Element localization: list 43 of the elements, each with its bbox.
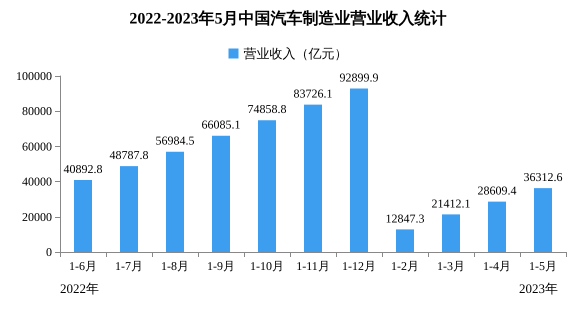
- data-label: 92899.9: [340, 70, 378, 84]
- data-label: 12847.3: [386, 211, 424, 226]
- bar: [74, 180, 92, 252]
- y-tick-label: 80000: [22, 104, 52, 118]
- x-tick-label: 1-10月: [250, 259, 284, 273]
- data-label: 74858.8: [248, 102, 286, 116]
- data-label: 21412.1: [432, 196, 470, 210]
- bar: [350, 88, 368, 252]
- chart-title: 2022-2023年5月中国汽车制造业营业收入统计: [129, 10, 447, 28]
- x-tick-label: 1-3月: [437, 259, 465, 273]
- bar: [442, 214, 460, 252]
- text: 2023年: [519, 281, 558, 296]
- text: 2022年: [60, 281, 99, 296]
- data-label: 40892.8: [64, 162, 102, 176]
- y-tick-label: 60000: [22, 139, 52, 154]
- x-tick-label: 1-8月: [161, 259, 189, 273]
- bar: [258, 120, 276, 252]
- x-tick-label: 1-11月: [296, 259, 330, 273]
- y-tick-label: 100000: [16, 69, 52, 83]
- legend-label: 营业收入（亿元）: [244, 46, 348, 61]
- bar: [212, 136, 230, 252]
- y-tick-label: 0: [46, 245, 52, 259]
- bar: [120, 166, 138, 252]
- x-tick-label: 1-7月: [115, 259, 143, 273]
- bar: [166, 152, 184, 252]
- y-tick-label: 40000: [22, 174, 52, 189]
- data-label: 36312.6: [524, 170, 562, 184]
- y-tick-label: 20000: [22, 210, 52, 224]
- data-label: 83726.1: [294, 86, 332, 101]
- data-label: 28609.4: [478, 184, 516, 198]
- x-tick-label: 1-4月: [483, 259, 511, 273]
- x-tick-label: 1-2月: [391, 259, 419, 273]
- x-tick-label: 1-12月: [342, 259, 376, 273]
- bar: [534, 188, 552, 252]
- x-tick-label: 1-6月: [69, 259, 97, 273]
- bar: [396, 229, 414, 252]
- bar: [304, 104, 322, 252]
- data-label: 48787.8: [110, 148, 148, 162]
- x-tick-label: 1-9月: [207, 259, 235, 273]
- x-tick-label: 1-5月: [529, 259, 557, 273]
- data-label: 66085.1: [202, 118, 240, 132]
- data-label: 56984.5: [156, 134, 194, 148]
- bar: [488, 202, 506, 252]
